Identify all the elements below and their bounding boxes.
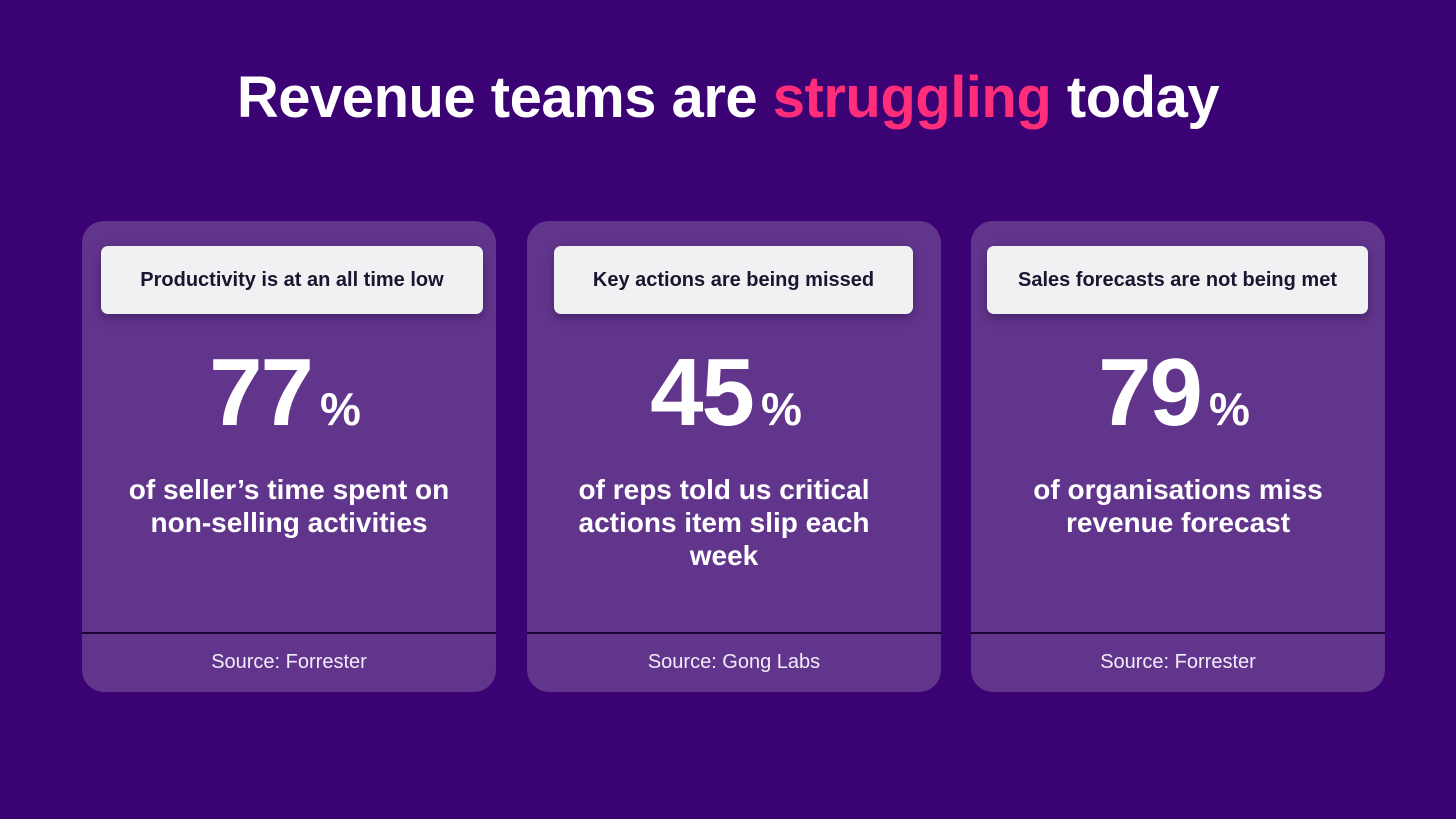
page-title: Revenue teams are struggling today: [0, 62, 1456, 134]
card-divider: [82, 632, 496, 634]
title-accent-word: struggling: [772, 65, 1052, 130]
stat-source: Source: Gong Labs: [647, 651, 821, 673]
card-divider: [527, 632, 941, 634]
stat-card-forecasts: Sales forecasts are not being met 79% of…: [971, 221, 1385, 692]
stat-value: 79: [1098, 339, 1203, 446]
stat-figure: 77%: [82, 343, 492, 443]
stat-source: Source: Forrester: [211, 651, 367, 673]
card-heading-pill: Key actions are being missed: [554, 246, 913, 314]
stat-source: Source: Forrester: [1100, 651, 1256, 673]
stat-unit: %: [1208, 383, 1250, 435]
card-heading-pill: Sales forecasts are not being met: [987, 246, 1368, 314]
title-text-start: Revenue teams are: [236, 65, 773, 130]
stat-figure: 79%: [971, 343, 1381, 443]
stat-value: 45: [650, 339, 755, 446]
stat-figure: 45%: [527, 343, 933, 443]
title-text-end: today: [1051, 65, 1220, 130]
card-heading-pill: Productivity is at an all time low: [101, 246, 483, 314]
card-divider: [971, 632, 1385, 634]
stat-description: of seller’s time spent on non-selling ac…: [128, 474, 450, 538]
stat-card-productivity: Productivity is at an all time low 77% o…: [82, 221, 496, 692]
stat-unit: %: [760, 383, 802, 435]
stat-card-key-actions: Key actions are being missed 45% of reps…: [527, 221, 941, 692]
stat-description: of organisations miss revenue forecast: [1033, 474, 1323, 538]
stat-value: 77: [209, 339, 314, 446]
stat-unit: %: [319, 383, 361, 435]
stat-description: of reps told us critical actions item sl…: [578, 474, 870, 571]
